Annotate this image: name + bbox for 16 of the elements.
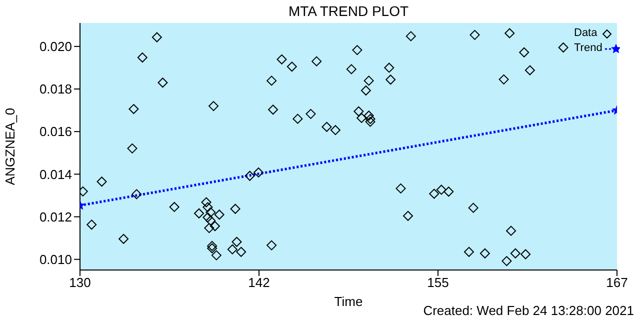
y-tick-label: 0.014 <box>39 166 72 182</box>
y-tick-label: 0.016 <box>39 124 72 140</box>
y-tick-label: 0.010 <box>39 252 72 267</box>
chart-title: MTA TREND PLOT <box>287 3 410 19</box>
x-axis-title: Time <box>334 294 363 309</box>
y-tick-label: 0.020 <box>39 39 72 54</box>
y-tick-label: 0.018 <box>39 82 72 97</box>
x-tick-label: 142 <box>248 275 270 290</box>
x-tick-label: 130 <box>69 275 91 290</box>
text: Created: Wed Feb 24 13:28:00 2021 <box>423 303 634 318</box>
x-tick-label: 167 <box>606 275 628 290</box>
x-tick-label: 155 <box>427 275 449 290</box>
y-tick-label: 0.012 <box>39 209 72 224</box>
legend-label: Trend <box>574 41 602 56</box>
legend-label: Data <box>574 26 598 41</box>
y-axis-title: ANGZNEA_0 <box>2 108 18 186</box>
